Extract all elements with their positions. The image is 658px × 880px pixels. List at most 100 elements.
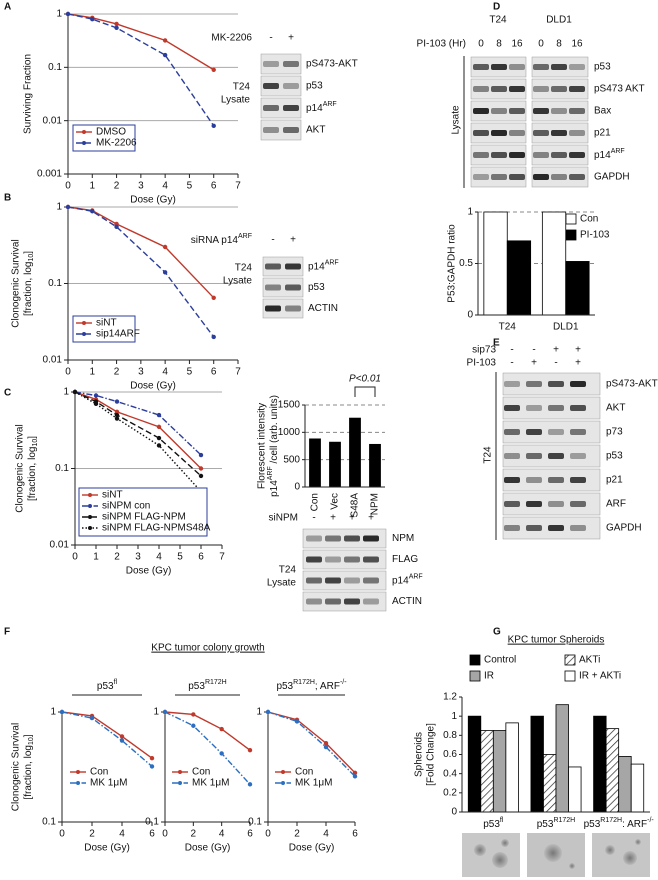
blot-band (570, 429, 586, 435)
data-point (65, 204, 71, 210)
blot-band (509, 108, 525, 114)
lane-label: - (554, 358, 557, 369)
legend-marker (82, 141, 86, 145)
blot-band (509, 174, 525, 180)
x-axis-label: Dose (Gy) (84, 843, 130, 854)
x-tick-label: Con (310, 493, 321, 511)
y-tick-label: 1 (56, 9, 62, 20)
y-axis-label-part: ] (23, 251, 34, 254)
x-tick-label: DLD1 (553, 322, 579, 333)
data-point (211, 334, 216, 340)
blot-band (551, 64, 567, 70)
legend-label: IR (484, 671, 494, 682)
y-axis-label-part: ] (23, 734, 34, 737)
chart-title: p53R172H; ARF-/- (276, 679, 347, 691)
blot-band (491, 64, 507, 70)
chart-title-part: p53 (276, 681, 293, 692)
y-tick-label: 0.001 (37, 169, 62, 180)
bar (369, 443, 381, 488)
legend-marker (178, 770, 182, 774)
blot-band (363, 535, 379, 542)
annotation: P<0.01 (349, 374, 381, 385)
blot-band (325, 535, 341, 542)
data-point (323, 741, 329, 746)
x-tick-label: 2 (191, 829, 197, 840)
significance-bracket (354, 386, 376, 397)
legend-marker (88, 493, 92, 497)
lane-label: 0 (478, 39, 484, 50)
x-tick-label-part: : ARF (622, 819, 647, 830)
blot-side-label: T24 (483, 446, 494, 464)
legend-label: IR + AKTi (579, 671, 621, 682)
blot-band (569, 130, 585, 136)
series-line (164, 711, 251, 751)
data-point (247, 782, 253, 787)
data-point (211, 295, 216, 301)
blot-band (306, 598, 322, 605)
blot-band (569, 86, 585, 92)
y-axis-label-part: ] (27, 436, 38, 439)
data-point (352, 774, 358, 779)
data-point (352, 770, 358, 776)
x-tick-label-part: R172H (600, 817, 622, 824)
y-tick-label: 0 (467, 310, 473, 321)
data-point (219, 726, 224, 732)
blot-band (283, 105, 299, 111)
y-tick-label: 0.1 (145, 817, 159, 828)
lane-label: - (532, 345, 535, 356)
blot-band (306, 556, 322, 563)
blot-band (570, 453, 586, 459)
blot-band (504, 453, 520, 459)
blot-label-part: p14 (306, 103, 323, 114)
legend-label: MK-2206 (96, 138, 137, 149)
blot-label: p53 (594, 62, 611, 73)
bar (505, 722, 519, 813)
legend-label: siNT (102, 490, 123, 501)
chart-title-part: fl (114, 679, 118, 686)
series-line (67, 206, 215, 338)
blot-strip (531, 100, 589, 122)
lane-label: + (575, 345, 581, 356)
x-tick-label: T24 (499, 322, 517, 333)
blot-band (551, 152, 567, 158)
blot-band (473, 86, 489, 92)
data-point (219, 751, 224, 756)
legend-label: siNPM FLAG-NPM (102, 512, 186, 523)
y-tick-label: 1000 (278, 427, 301, 438)
blot-band (504, 501, 520, 507)
y-tick-label: 0.1 (248, 817, 262, 828)
x-tick-label: 0 (65, 181, 71, 192)
blot-band (548, 477, 564, 483)
lane-label: - (269, 33, 272, 44)
x-tick-label: p53R172H: ARF-/- (584, 817, 655, 829)
chart-title: KPC tumor Spheroids (508, 635, 605, 646)
lane-header-part: siRNA p14 (191, 235, 239, 246)
x-tick-label: 1 (90, 367, 96, 378)
blot-band (548, 525, 564, 531)
bar (630, 763, 645, 813)
blot-band (509, 64, 525, 70)
blot-band (533, 130, 549, 136)
data-point (156, 412, 162, 418)
lane-label: - (271, 235, 274, 246)
legend-label: siNT (96, 318, 117, 329)
blot-strip (260, 119, 302, 141)
legend-marker (281, 770, 285, 774)
y-tick-label: 1 (56, 202, 62, 213)
spheroid-image (592, 833, 650, 877)
x-tick-label: 7 (235, 367, 241, 378)
series-line (67, 206, 215, 299)
x-tick-label: p53fl (483, 817, 504, 829)
blot-band (533, 174, 549, 180)
lane-label: + (531, 358, 537, 369)
lane-label: + (330, 513, 336, 524)
blot-strip (262, 256, 304, 277)
data-point (294, 719, 300, 724)
data-point (162, 709, 168, 715)
data-point (191, 712, 196, 717)
chart-title-part: ; ARF (315, 681, 340, 692)
data-point (59, 709, 65, 715)
blot-band (363, 598, 379, 605)
series-line (74, 391, 202, 493)
y-axis-label: Spheroids (414, 732, 425, 777)
